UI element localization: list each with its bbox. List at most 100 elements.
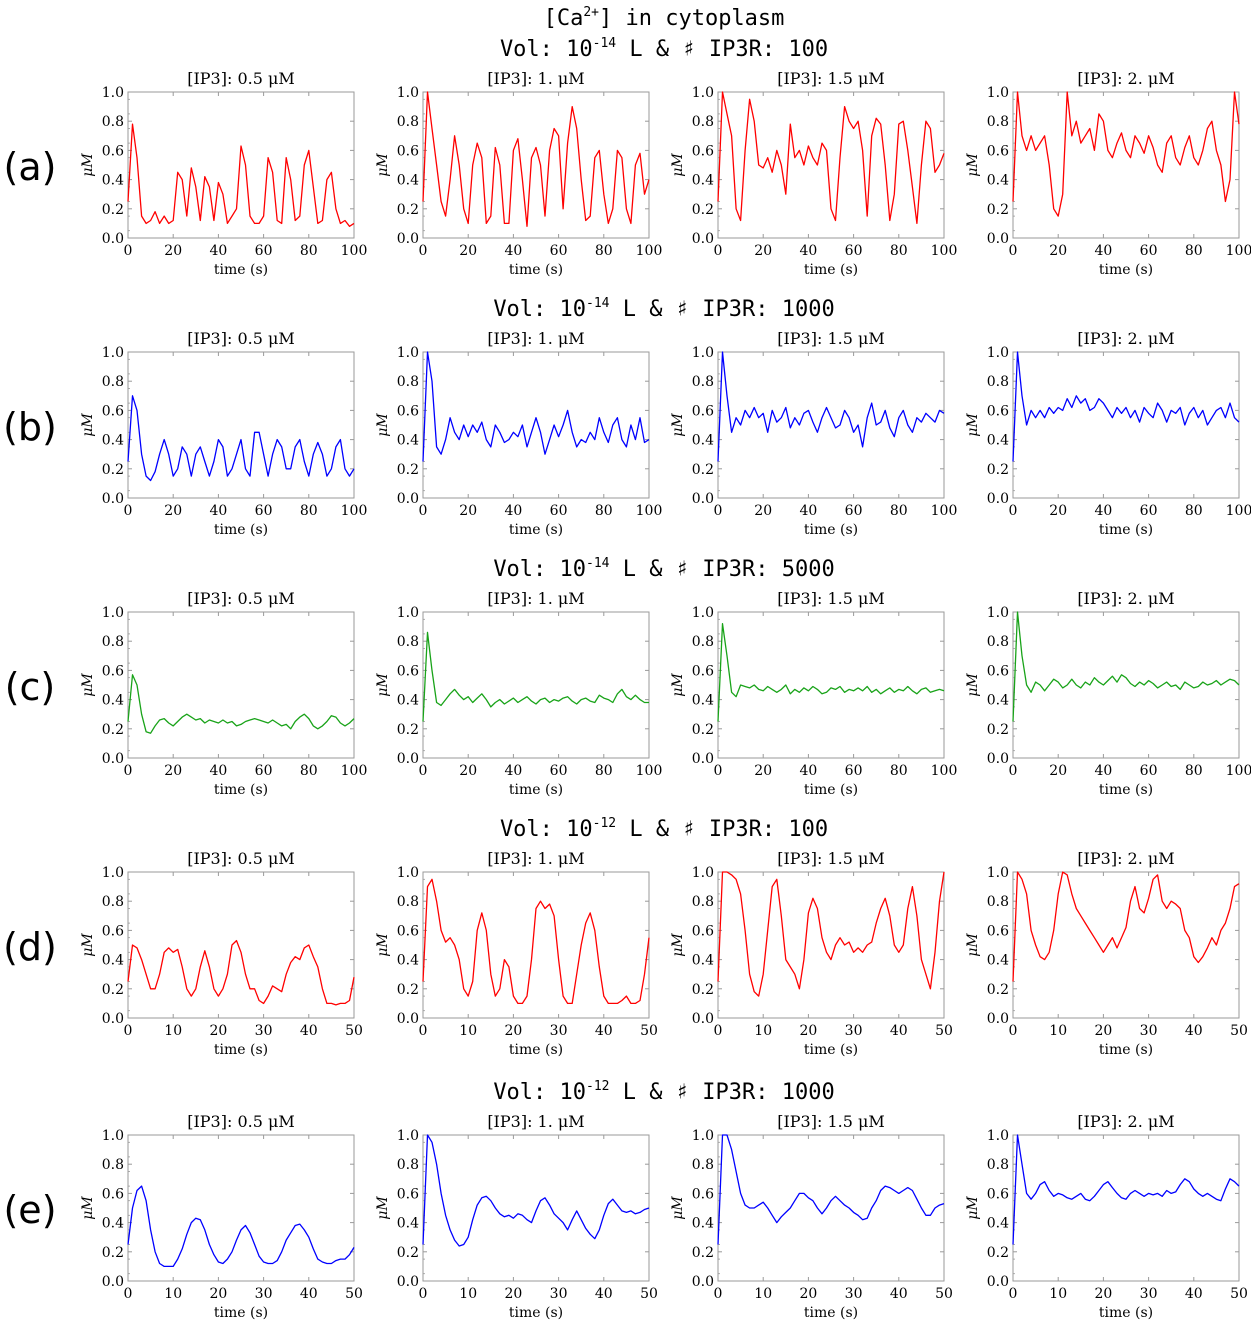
plot-frame (127, 351, 355, 499)
x-tick-label: 80 (890, 503, 908, 519)
y-axis-label: μM (375, 153, 391, 177)
subplot-c-2: [IP3]: 1. μM 0.0 0.2 0.4 0.6 0.8 1.0 0 20 40 60 80 1… (375, 589, 662, 798)
y-tick-label: 0.8 (987, 374, 1009, 390)
y-tick-label: 0.0 (397, 1011, 419, 1027)
series-line (422, 351, 650, 462)
y-tick-label: 0.4 (692, 693, 714, 709)
series-line (717, 91, 945, 225)
x-tick-label: 60 (1140, 503, 1158, 519)
x-tick-label: 60 (845, 503, 863, 519)
subplot-d-2: [IP3]: 1. μM 0.0 0.2 0.4 0.6 0.8 1.0 0 10 20 30 40 5… (375, 849, 658, 1058)
x-tick-label: 0 (714, 1286, 723, 1302)
row-header: Vol: 10-12 L & ♯ IP3R: 1000 (493, 1079, 834, 1105)
y-tick-label: 0.8 (987, 114, 1009, 130)
x-tick-label: 20 (164, 243, 182, 259)
subplot-c-4: [IP3]: 2. μM 0.0 0.2 0.4 0.6 0.8 1.0 0 20 40 60 80 1… (965, 589, 1251, 798)
y-tick-label: 1.0 (102, 865, 124, 881)
x-tick-label: 50 (345, 1023, 363, 1039)
row-header: Vol: 10-14 L & ♯ IP3R: 100 (500, 36, 828, 62)
x-tick-label: 20 (1049, 243, 1067, 259)
plot-frame (422, 1134, 650, 1282)
y-tick-label: 0.6 (692, 663, 714, 679)
x-tick-label: 0 (124, 1286, 133, 1302)
series-line (422, 631, 649, 722)
y-tick-label: 0.8 (397, 374, 419, 390)
x-axis-label: time (s) (509, 782, 563, 798)
series-line (1012, 91, 1240, 217)
x-axis-label: time (s) (1099, 782, 1153, 798)
x-tick-label: 20 (164, 503, 182, 519)
y-axis-label: μM (375, 1196, 391, 1220)
subplot-d-3: [IP3]: 1.5 μM 0.0 0.2 0.4 0.6 0.8 1.0 0 10 20 30 40… (670, 849, 953, 1058)
y-tick-label: 0.0 (102, 491, 124, 507)
panel-title: [IP3]: 2. μM (1077, 329, 1174, 348)
panel-rows: (a)Vol: 10-14 L & ♯ IP3R: 100[IP3]: 0.5 … (3, 36, 1251, 1321)
x-tick-label: 30 (255, 1023, 273, 1039)
figure-title-close: ] in cytoplasm (599, 6, 784, 31)
y-tick-label: 1.0 (692, 605, 714, 621)
x-tick-label: 100 (341, 503, 368, 519)
x-tick-label: 80 (300, 243, 318, 259)
x-tick-label: 100 (636, 503, 663, 519)
x-tick-label: 30 (1140, 1023, 1158, 1039)
y-tick-label: 0.0 (692, 1011, 714, 1027)
y-tick-label: 0.4 (987, 173, 1009, 189)
plot-frame (422, 611, 650, 759)
x-tick-label: 20 (459, 243, 477, 259)
y-tick-label: 0.6 (397, 1186, 419, 1202)
x-tick-label: 20 (799, 1286, 817, 1302)
y-axis-label: μM (965, 1196, 981, 1220)
y-tick-label: 0.0 (397, 751, 419, 767)
x-tick-label: 100 (1226, 243, 1251, 259)
x-tick-label: 20 (504, 1286, 522, 1302)
x-tick-label: 80 (1185, 243, 1203, 259)
x-tick-label: 0 (419, 1286, 428, 1302)
x-tick-label: 20 (209, 1023, 227, 1039)
y-tick-label: 0.8 (987, 894, 1009, 910)
y-tick-label: 0.8 (987, 634, 1009, 650)
x-tick-label: 30 (550, 1023, 568, 1039)
x-tick-label: 40 (595, 1286, 613, 1302)
series-line (422, 91, 650, 227)
x-tick-label: 60 (550, 243, 568, 259)
y-axis-label: μM (965, 673, 981, 697)
x-tick-label: 30 (1140, 1286, 1158, 1302)
x-tick-label: 60 (255, 763, 273, 779)
y-axis-label: μM (80, 1196, 96, 1220)
row-header-sup: -12 (586, 1079, 609, 1094)
y-tick-label: 0.2 (692, 1245, 714, 1261)
x-tick-label: 40 (799, 503, 817, 519)
x-tick-label: 60 (550, 763, 568, 779)
panel-title: [IP3]: 1.5 μM (777, 1112, 885, 1131)
x-tick-label: 10 (754, 1286, 772, 1302)
y-axis-label: μM (80, 933, 96, 957)
x-axis-label: time (s) (214, 1042, 268, 1058)
x-axis-label: time (s) (804, 262, 858, 278)
y-tick-label: 0.8 (102, 634, 124, 650)
y-tick-label: 0.6 (987, 403, 1009, 419)
x-axis-label: time (s) (804, 1042, 858, 1058)
row-header: Vol: 10-12 L & ♯ IP3R: 100 (500, 816, 828, 842)
y-axis-label: μM (375, 933, 391, 957)
y-tick-label: 0.8 (397, 1157, 419, 1173)
x-tick-label: 10 (459, 1023, 477, 1039)
row-tag: (b) (3, 405, 57, 449)
y-tick-label: 0.4 (102, 1216, 124, 1232)
y-tick-label: 1.0 (102, 85, 124, 101)
y-tick-label: 0.4 (987, 433, 1009, 449)
y-tick-label: 0.4 (692, 173, 714, 189)
row-tag: (c) (5, 665, 56, 709)
panel-title: [IP3]: 2. μM (1077, 849, 1174, 868)
x-tick-label: 50 (935, 1286, 953, 1302)
y-tick-label: 0.0 (102, 231, 124, 247)
y-tick-label: 0.6 (987, 923, 1009, 939)
x-tick-label: 40 (799, 243, 817, 259)
panel-title: [IP3]: 1.5 μM (777, 589, 885, 608)
row-header: Vol: 10-14 L & ♯ IP3R: 5000 (493, 556, 834, 582)
y-axis-label: μM (80, 153, 96, 177)
y-tick-label: 0.4 (102, 953, 124, 969)
subplot-e-2: [IP3]: 1. μM 0.0 0.2 0.4 0.6 0.8 1.0 0 10 20 30 40 5… (375, 1112, 658, 1321)
subplot-e-1: [IP3]: 0.5 μM 0.0 0.2 0.4 0.6 0.8 1.0 0 10 20 30 40… (80, 1112, 363, 1321)
x-tick-label: 40 (890, 1286, 908, 1302)
x-axis-label: time (s) (804, 1305, 858, 1321)
